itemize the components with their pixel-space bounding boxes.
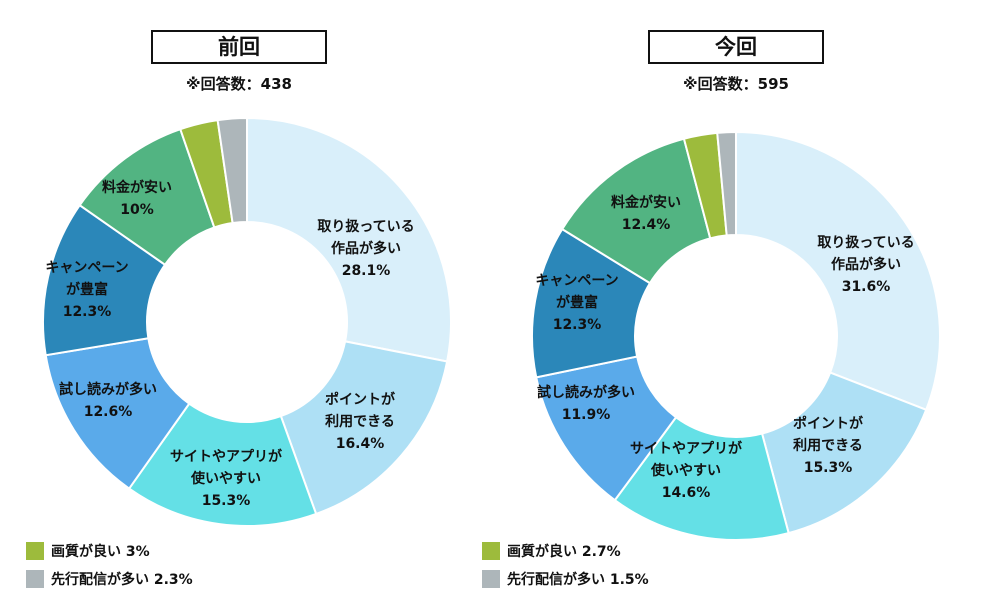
legend-swatch	[26, 542, 44, 560]
donut-chart: 取り扱っている作品が多い 31.6% ポイントが利用できる 15.3% サイトやアプリが…	[531, 130, 941, 541]
donut-segment	[279, 340, 449, 516]
legend-label: 先行配信が多い 2.3%	[51, 572, 193, 588]
data-label: 試し読みが多い 11.9%	[537, 384, 635, 423]
data-label: 取り扱っている作品が多い 28.1%	[317, 218, 414, 279]
donut-segment	[246, 116, 452, 363]
data-label: 試し読みが多い 12.6%	[59, 381, 157, 420]
chart-panel-current: 今回 ※回答数：595 取り扱っている作品が多い 31.6% ポイントが利用できる 1…	[482, 0, 1000, 600]
chart-panel-previous: 前回 ※回答数：438 取り扱っている作品が多い 28.1% ポイントが利用できる 1…	[26, 30, 452, 589]
donut-segment	[216, 116, 248, 225]
legend-item: 画質が良い 3%	[26, 541, 150, 561]
donut-segment	[613, 415, 790, 541]
legend-swatch	[482, 570, 500, 588]
data-label: サイトやアプリが使いやすい 15.3%	[170, 448, 283, 509]
legend-swatch	[482, 542, 500, 560]
donut-segment	[716, 130, 737, 237]
legend-label: 画質が良い 3%	[51, 544, 150, 560]
legend-item: 先行配信が多い 1.5%	[482, 569, 649, 589]
chart-title: 前回	[151, 30, 327, 64]
data-label: サイトやアプリが使いやすい 14.6%	[630, 440, 743, 501]
legend-label: 先行配信が多い 1.5%	[507, 572, 649, 588]
data-label: 取り扱っている作品が多い 31.6%	[817, 234, 914, 295]
data-label: 料金が安い 12.4%	[611, 194, 681, 233]
legend-item: 画質が良い 2.7%	[482, 541, 621, 561]
chart-subtitle: ※回答数：595	[683, 75, 789, 93]
donut-chart: 取り扱っている作品が多い 28.1% ポイントが利用できる 16.4% サイトやアプリが…	[42, 116, 452, 527]
donut-segment	[127, 402, 318, 527]
legend-swatch	[26, 570, 44, 588]
data-label: ポイントが利用できる 16.4%	[325, 391, 396, 452]
data-label: キャンペーンが豊富 12.3%	[535, 273, 618, 333]
data-label: 料金が安い 10%	[102, 179, 172, 218]
data-label: ポイントが利用できる 15.3%	[793, 415, 864, 476]
donut-segment	[760, 371, 928, 535]
donut-segment	[735, 130, 941, 412]
chart-subtitle: ※回答数：438	[186, 75, 292, 93]
data-label: キャンペーンが豊富 12.3%	[45, 260, 128, 320]
chart-title: 今回	[648, 30, 824, 64]
legend-label: 画質が良い 2.7%	[507, 544, 621, 560]
legend-item: 先行配信が多い 2.3%	[26, 569, 193, 589]
